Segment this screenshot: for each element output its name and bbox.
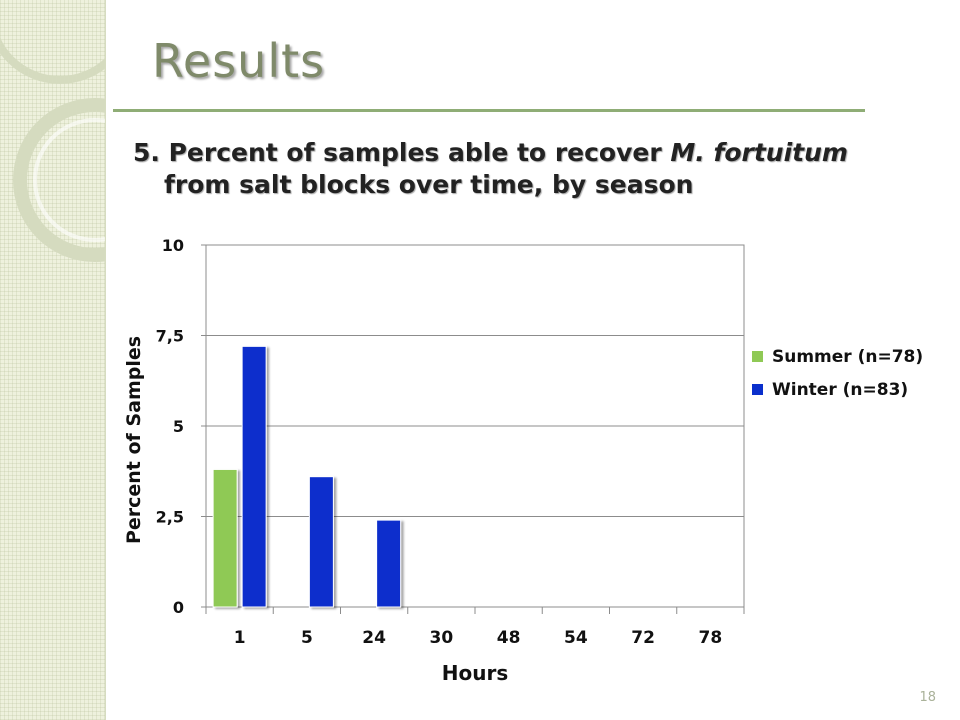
bar-winter-24 xyxy=(376,519,402,608)
decorative-rings xyxy=(0,37,105,262)
decorative-side-strip xyxy=(0,0,106,720)
x-tick-label: 24 xyxy=(362,628,386,648)
x-tick-label: 1 xyxy=(234,628,246,648)
y-tick-label: 10 xyxy=(162,236,184,255)
chart-title-line2: from salt blocks over time, by season xyxy=(164,170,694,199)
chart-title-prefix: 5. Percent of samples able to recover xyxy=(133,138,671,167)
bar-summer-1 xyxy=(212,468,238,608)
legend-swatch-summer xyxy=(752,351,763,362)
x-tick-label: 30 xyxy=(430,628,454,648)
x-tick-label: 48 xyxy=(497,628,521,648)
legend-label-winter: Winter (n=83) xyxy=(772,379,909,400)
legend-item-winter: Winter (n=83) xyxy=(752,373,923,406)
bar-winter-1 xyxy=(241,345,267,608)
y-tick-label: 0 xyxy=(173,598,184,617)
x-tick-label: 78 xyxy=(699,628,723,648)
chart-title: 5. Percent of samples able to recover M.… xyxy=(133,137,893,201)
y-axis-title: Percent of Samples xyxy=(123,336,145,544)
slide-title: Results xyxy=(152,34,326,88)
legend-label-summer: Summer (n=78) xyxy=(772,346,924,367)
bar-winter-5 xyxy=(308,476,334,608)
x-tick-label: 54 xyxy=(564,628,588,648)
chart-title-organism: M. fortuitum xyxy=(670,138,848,167)
title-underline xyxy=(113,109,865,112)
legend-swatch-winter xyxy=(752,384,763,395)
x-tick-label: 72 xyxy=(631,628,655,648)
chart-legend: Summer (n=78) Winter (n=83) xyxy=(752,340,923,406)
y-tick-label: 5 xyxy=(173,417,184,436)
x-tick-label: 5 xyxy=(301,628,313,648)
y-tick-label: 2,5 xyxy=(156,508,184,527)
x-axis-title: Hours xyxy=(442,661,508,685)
y-tick-label: 7,5 xyxy=(156,327,184,346)
legend-item-summer: Summer (n=78) xyxy=(752,340,923,373)
page-number: 18 xyxy=(919,690,936,705)
